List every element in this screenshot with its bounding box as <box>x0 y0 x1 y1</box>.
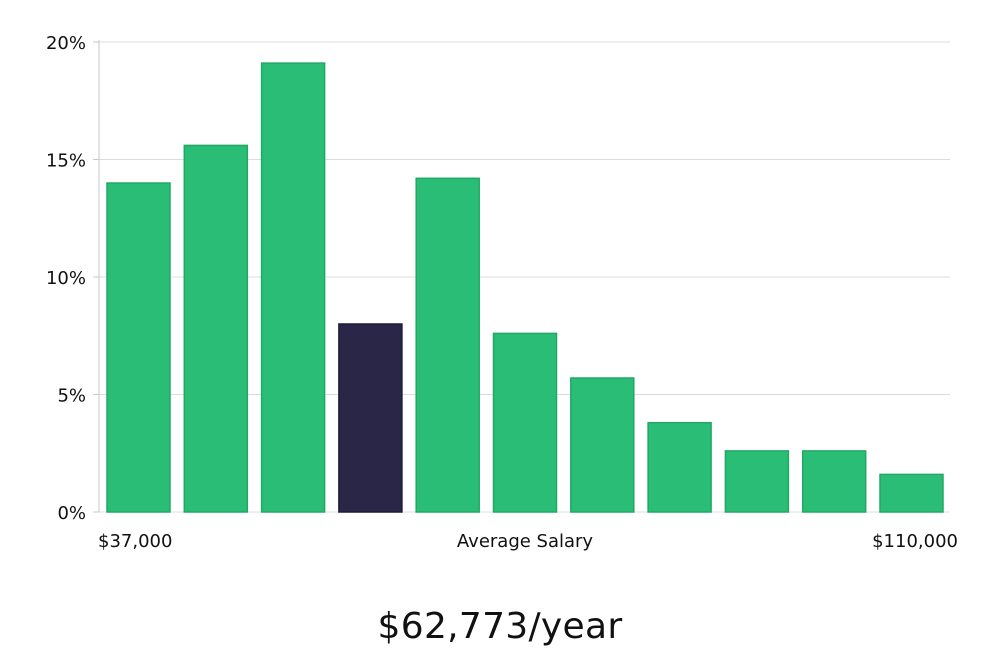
x-axis-max-label: $110,000 <box>872 531 958 552</box>
salary-distribution-chart: 0% 5% 10% 15% 20% $37,000 Average Salary $11… <box>46 33 958 552</box>
y-tick-label: 0% <box>57 503 86 524</box>
bar <box>724 450 790 513</box>
bar <box>183 144 249 513</box>
bars <box>106 62 944 513</box>
x-axis-title: Average Salary <box>457 531 594 552</box>
y-tick-label: 10% <box>46 268 86 289</box>
bar <box>647 421 712 513</box>
bar <box>415 177 480 513</box>
y-tick-label: 20% <box>46 33 86 54</box>
y-tick-label: 5% <box>57 386 86 407</box>
x-axis-min-label: $37,000 <box>98 531 172 552</box>
average-salary-value: $62,773/year <box>377 606 623 647</box>
bar <box>879 473 944 513</box>
y-axis-ticks: 0% 5% 10% 15% 20% <box>46 33 99 524</box>
y-tick-label: 15% <box>46 151 86 172</box>
bar <box>106 182 171 513</box>
bar <box>570 377 635 513</box>
bar <box>260 62 326 513</box>
bar-highlighted <box>338 323 403 513</box>
bar <box>801 450 867 513</box>
bar <box>492 332 558 513</box>
